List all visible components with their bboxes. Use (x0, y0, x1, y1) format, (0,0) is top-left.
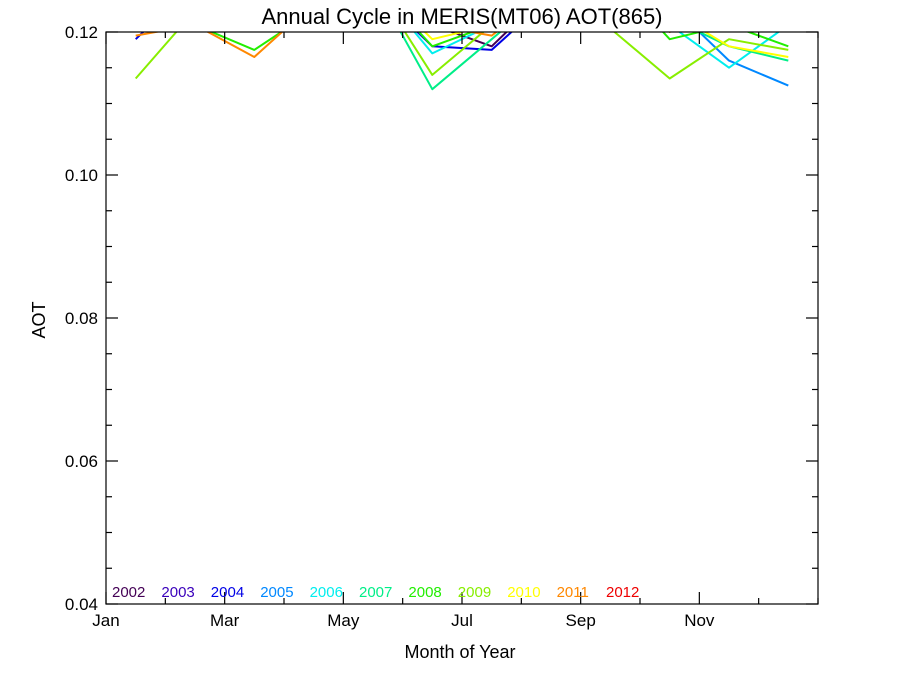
series-line-2011 (135, 32, 673, 58)
x-tick-label: Mar (210, 611, 240, 630)
ticks-layer: Jan Mar May Jul Sep Nov 0.04 0.06 0.08 0.10 0.12 (65, 23, 819, 630)
x-tick-label: May (327, 611, 360, 630)
series-line-2007 (399, 32, 789, 91)
legend-entry-2010: 2010 (507, 584, 540, 601)
y-tick-label: 0.10 (65, 166, 98, 185)
legend-entry-2006: 2006 (310, 584, 343, 601)
legend-entry-2007: 2007 (359, 584, 392, 601)
legend: 2002 2003 2004 2005 2006 2007 2008 2009 2010 2011… (112, 584, 639, 601)
x-tick-label: Jan (92, 611, 119, 630)
legend-entry-2011: 2011 (557, 584, 589, 601)
chart-title: Annual Cycle in MERIS(MT06) AOT(865) (261, 4, 662, 29)
legend-entry-2005: 2005 (260, 584, 293, 601)
legend-entry-2009: 2009 (458, 584, 491, 601)
series-line-2009 (134, 32, 789, 80)
legend-entry-2004: 2004 (211, 584, 244, 601)
x-tick-label: Sep (566, 611, 596, 630)
x-axis-label: Month of Year (404, 642, 515, 662)
legend-entry-2008: 2008 (408, 584, 441, 601)
x-tick-label: Nov (684, 611, 715, 630)
plot-frame (105, 31, 819, 605)
y-axis-label: AOT (29, 301, 49, 338)
x-tick-label: Jul (451, 611, 473, 630)
y-tick-label: 0.04 (65, 595, 98, 614)
legend-entry-2012: 2012 (606, 584, 639, 601)
legend-entry-2002: 2002 (112, 584, 145, 601)
y-tick-label: 0.12 (65, 23, 98, 42)
y-tick-label: 0.06 (65, 452, 98, 471)
legend-entry-2003: 2003 (161, 584, 194, 601)
series-line-2004 (135, 32, 513, 51)
y-tick-label: 0.08 (65, 309, 98, 328)
